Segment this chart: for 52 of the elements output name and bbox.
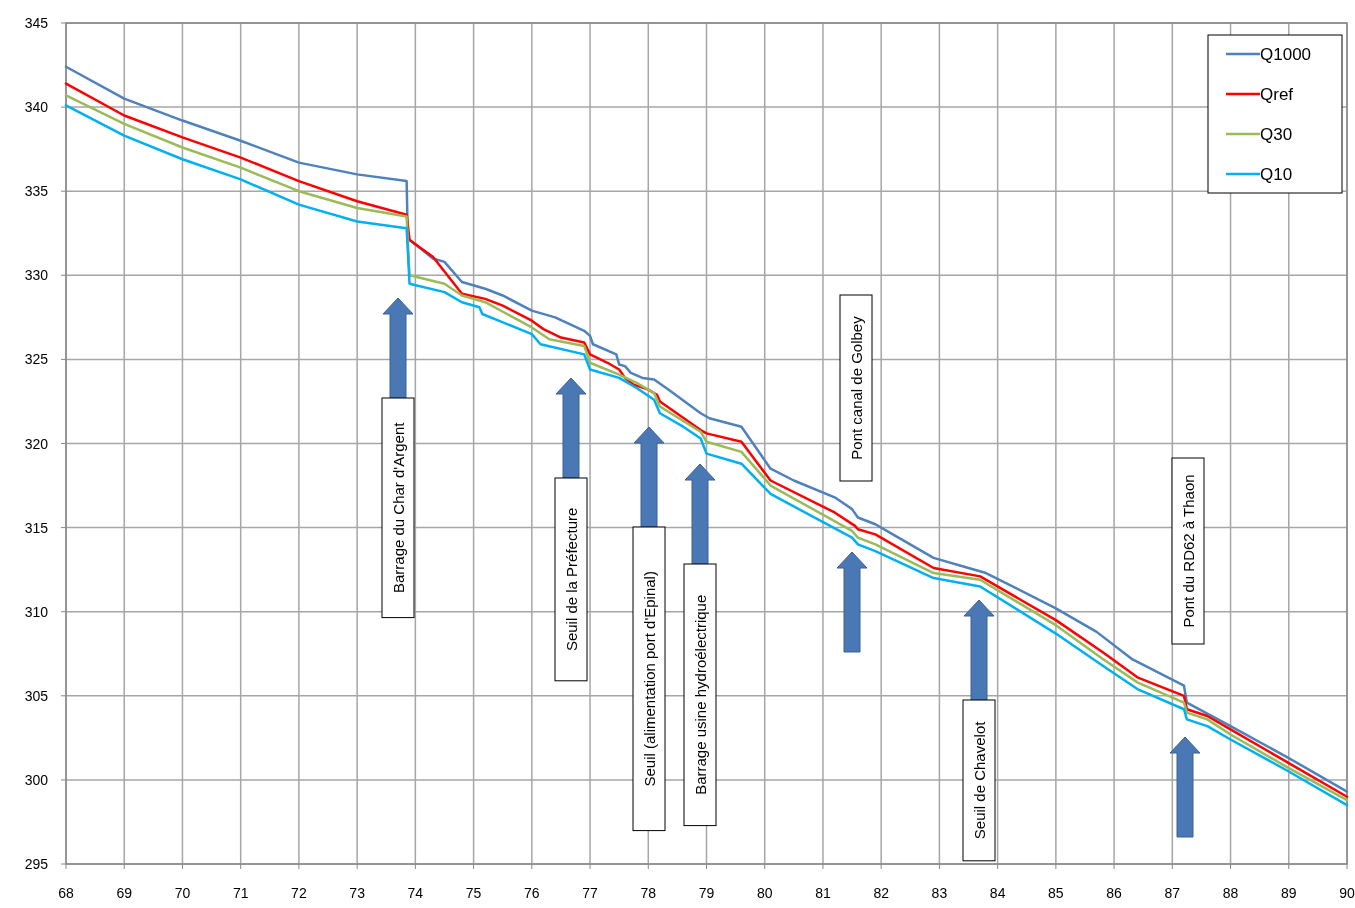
y-tick-label: 295	[24, 856, 49, 872]
x-tick-label: 84	[989, 885, 1006, 901]
y-tick-label: 325	[24, 351, 49, 368]
x-tick-label: 74	[407, 885, 424, 901]
annotation: Seuil de la Préfecture	[563, 507, 580, 652]
legend-label: Q30	[1260, 125, 1293, 144]
label-box: Seuil (alimentation port d'Epinal)	[632, 526, 666, 832]
x-tick-label: 69	[116, 885, 133, 901]
annotation: Pont canal de Golbey	[848, 315, 865, 460]
x-tick-label: 89	[1280, 885, 1297, 901]
y-tick-label: 340	[24, 99, 49, 116]
x-tick-label: 75	[465, 885, 482, 901]
label-box: Pont du RD62 à Thaon	[1171, 457, 1205, 645]
label-box: Pont canal de Golbey	[839, 294, 873, 482]
y-tick-label: 305	[24, 687, 49, 704]
annotation: Barrage usine hydroélectrique	[692, 594, 709, 795]
label-box: Seuil de Chavelot	[962, 699, 996, 862]
x-tick-label: 90	[1339, 885, 1355, 901]
y-tick-label: 345	[24, 15, 49, 31]
annotation: Seuil de Chavelot	[971, 720, 988, 840]
x-tick-label: 82	[873, 885, 890, 901]
y-tick-label: 310	[24, 603, 49, 620]
y-tick-label: 335	[24, 183, 49, 200]
label-box: Barrage usine hydroélectrique	[683, 563, 717, 827]
x-tick-label: 76	[524, 885, 540, 901]
x-tick-label: 72	[291, 885, 307, 901]
x-tick-label: 81	[815, 885, 831, 901]
x-tick-label: 85	[1048, 885, 1064, 901]
x-tick-label: 77	[582, 885, 599, 901]
legend-label: Qref	[1260, 85, 1294, 104]
x-tick-label: 80	[756, 885, 773, 901]
x-tick-label: 73	[349, 885, 366, 901]
x-tick-label: 86	[1106, 885, 1123, 901]
label-box: Seuil de la Préfecture	[554, 477, 588, 682]
x-tick-label: 87	[1164, 885, 1181, 901]
label-box: Barrage du Char d'Argent	[381, 397, 415, 619]
y-tick-label: 300	[24, 771, 49, 788]
legend-label: Q1000	[1260, 45, 1312, 64]
y-tick-label: 330	[24, 267, 49, 284]
y-tick-label: 315	[24, 519, 49, 536]
x-tick-label: 78	[640, 885, 657, 901]
x-tick-label: 68	[58, 885, 74, 901]
y-tick-label: 320	[24, 435, 49, 452]
x-tick-label: 83	[931, 885, 948, 901]
x-tick-label: 88	[1222, 885, 1239, 901]
x-tick-label: 71	[232, 885, 249, 901]
annotation: Barrage du Char d'Argent	[390, 421, 407, 594]
annotation: Seuil (alimentation port d'Epinal)	[641, 571, 658, 787]
legend-label: Q10	[1260, 165, 1293, 184]
x-tick-label: 70	[174, 885, 191, 901]
x-tick-label: 79	[698, 885, 715, 901]
annotation: Pont du RD62 à Thaon	[1180, 474, 1197, 628]
